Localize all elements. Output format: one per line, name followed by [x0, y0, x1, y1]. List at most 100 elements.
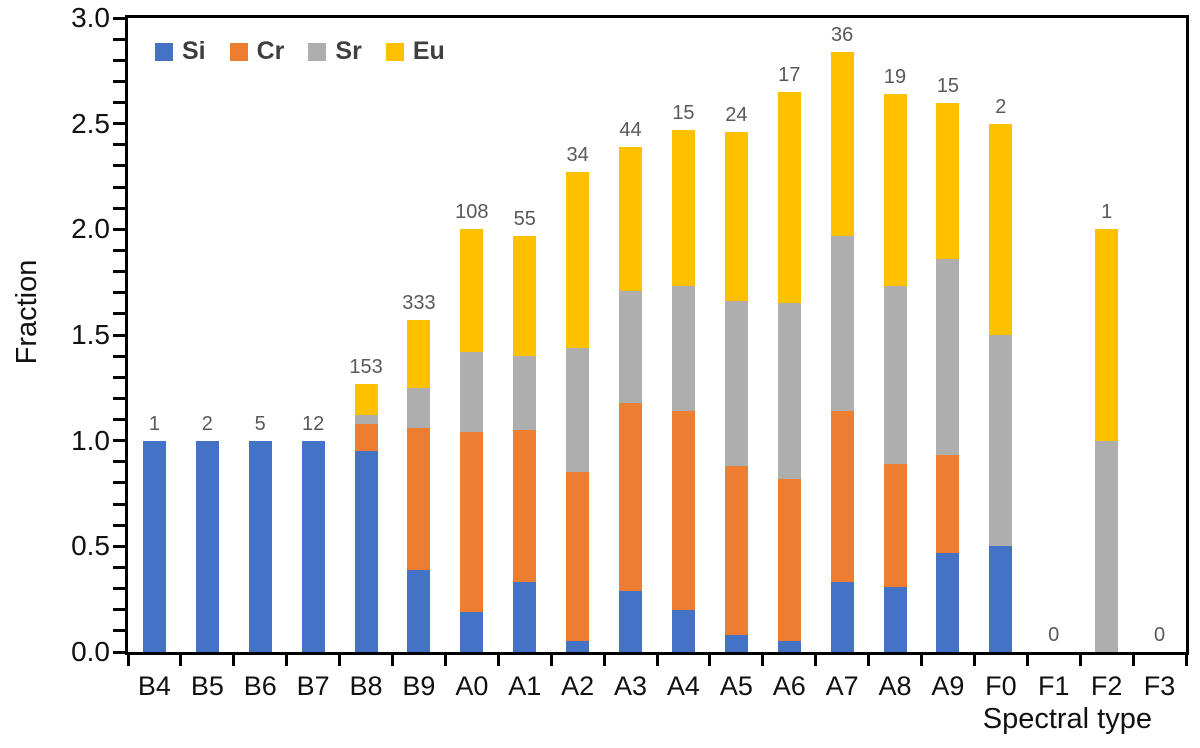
x-tick-label-b9: B9 — [402, 671, 436, 701]
y-axis-tick — [113, 16, 125, 20]
y-axis-tick — [113, 37, 125, 41]
count-label-b5: 2 — [201, 412, 213, 435]
x-axis-tick — [972, 655, 976, 666]
x-axis-tick — [338, 655, 342, 666]
count-label-b4: 1 — [148, 412, 160, 435]
plot-area: 1 2 5 12 153 333 108 55 34 44 15 24 17 36 19 15 2 0 1 0 Si C… — [113, 15, 1189, 666]
bar-segment-si-b9 — [407, 569, 431, 652]
bar-segment-si-a3 — [619, 590, 643, 652]
x-axis-tick — [1131, 655, 1135, 666]
y-axis-tick — [113, 185, 125, 189]
y-axis-tick — [113, 312, 125, 316]
bar-segment-cr-a0 — [460, 432, 484, 612]
x-axis-tick — [179, 655, 183, 666]
bar-segment-si-a8 — [883, 586, 907, 652]
count-label-a9: 15 — [936, 74, 960, 97]
bar-segment-eu-a4 — [671, 130, 695, 287]
y-axis-tick — [113, 544, 125, 548]
y-axis-tick — [113, 122, 125, 126]
x-tick-label-a3: A3 — [614, 671, 648, 701]
bar-column-b8: 153 — [340, 18, 393, 652]
y-tick-label-3.0: 3.0 — [71, 2, 110, 33]
count-label-a5: 24 — [725, 104, 748, 127]
bar-segment-sr-a7 — [830, 235, 854, 412]
y-axis-tick — [113, 608, 125, 612]
bar-segment-eu-b9 — [407, 320, 431, 388]
bar-column-b4: 1 — [128, 18, 181, 652]
x-tick-label-b7: B7 — [296, 671, 330, 701]
y-axis-tick — [113, 354, 125, 358]
bar-segment-si-a6 — [777, 641, 801, 652]
bar-segment-sr-a1 — [513, 356, 537, 431]
bar-segment-cr-a3 — [619, 402, 643, 591]
bar-segment-cr-a1 — [513, 430, 537, 583]
x-tick-label-a1: A1 — [508, 671, 542, 701]
x-tick-label-a7: A7 — [825, 671, 859, 701]
bar-segment-si-a7 — [830, 582, 854, 652]
y-axis-tick — [113, 333, 125, 337]
x-tick-label-b6: B6 — [243, 671, 277, 701]
bar-segment-eu-a3 — [619, 146, 643, 291]
bar-segment-sr-a4 — [671, 286, 695, 412]
y-axis-tick — [113, 439, 125, 443]
x-axis-tick — [655, 655, 659, 666]
count-label-b8: 153 — [349, 355, 383, 378]
bar-segment-eu-a0 — [460, 229, 484, 352]
y-axis-tick — [113, 375, 125, 379]
y-axis-tick — [113, 270, 125, 274]
bar-column-a9: 15 — [922, 18, 975, 652]
bar-column-a1: 55 — [498, 18, 551, 652]
bar-column-b6: 5 — [234, 18, 287, 652]
x-tick-label-b8: B8 — [349, 671, 383, 701]
x-tick-label-a5: A5 — [719, 671, 753, 701]
x-tick-label-f2: F2 — [1090, 671, 1123, 701]
bar-segment-eu-a2 — [566, 172, 590, 348]
count-label-b6: 5 — [254, 412, 266, 435]
x-axis-tick — [1078, 655, 1082, 666]
legend-swatch-cr-icon — [229, 42, 248, 61]
y-axis-tick — [113, 502, 125, 506]
legend-item-cr: Cr — [229, 37, 284, 66]
x-axis-tick — [1025, 655, 1029, 666]
x-tick-label-a4: A4 — [666, 671, 700, 701]
bar-segment-eu-f0 — [989, 123, 1013, 335]
count-label-a4: 15 — [672, 102, 695, 125]
bar-segment-si-b7 — [301, 440, 325, 652]
y-axis-tick — [113, 629, 125, 633]
bar-column-a8: 19 — [869, 18, 922, 652]
y-tick-label-0.5: 0.5 — [71, 530, 110, 562]
legend-label-eu: Eu — [412, 37, 445, 65]
count-label-b9: 333 — [402, 292, 436, 315]
bar-column-b5: 2 — [181, 18, 234, 652]
bar-segment-si-a1 — [513, 582, 537, 652]
bar-segment-eu-a8 — [883, 94, 907, 287]
y-axis-title: Fraction — [11, 259, 43, 365]
y-tick-label-2.0: 2.0 — [71, 213, 110, 245]
x-axis-tick — [496, 655, 500, 666]
bar-segment-sr-b8 — [354, 415, 378, 424]
bar-segment-eu-a6 — [777, 91, 801, 304]
y-tick-label-0.0: 0.0 — [71, 636, 110, 667]
bar-column-f3: 0 — [1133, 18, 1186, 652]
bar-column-a4: 15 — [657, 18, 710, 652]
count-label-a6: 17 — [778, 63, 801, 86]
x-axis-tick — [708, 655, 712, 666]
bar-segment-eu-a7 — [830, 51, 854, 236]
bar-segment-sr-b9 — [407, 387, 431, 428]
bar-segment-cr-a7 — [830, 411, 854, 583]
x-tick-label-b4: B4 — [137, 671, 171, 701]
x-tick-label-a9: A9 — [931, 671, 965, 701]
count-label-a2: 34 — [566, 144, 589, 167]
legend-item-sr: Sr — [308, 37, 362, 66]
bar-segment-sr-a2 — [566, 347, 590, 473]
bar-segment-si-b8 — [354, 451, 378, 652]
bar-segment-sr-f2 — [1095, 440, 1119, 652]
x-axis-tick — [232, 655, 236, 666]
bars-layer: 1 2 5 12 153 333 108 55 34 44 15 24 17 36 19 15 2 0 1 0 — [128, 18, 1186, 652]
bar-segment-si-b6 — [248, 440, 272, 652]
x-tick-label-a0: A0 — [455, 671, 489, 701]
bar-column-f1: 0 — [1027, 18, 1080, 652]
bar-segment-si-b4 — [142, 440, 166, 652]
bar-segment-sr-a6 — [777, 303, 801, 479]
